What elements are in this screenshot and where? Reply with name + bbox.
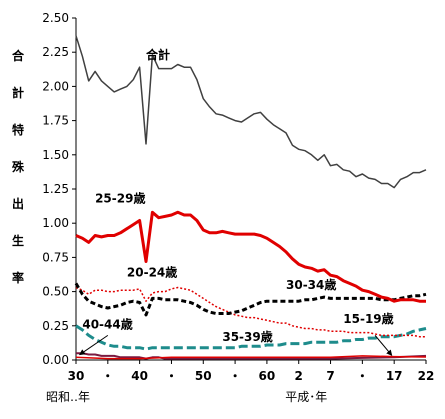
series-line-25-29 (75, 210, 426, 303)
annotation-arrow (374, 335, 393, 356)
y-tick-label: 2.00 (42, 79, 69, 93)
series-line-15-19 (75, 355, 427, 360)
y-tick-label: 1.75 (42, 114, 69, 128)
series-label: 25-29歳 (95, 191, 145, 206)
series-line-30-34 (74, 282, 427, 317)
x-tick-label: 2 (295, 369, 303, 383)
series-label: 20-24歳 (127, 265, 177, 280)
axes: 0.00 0.25 0.50 0.75 1.00 1.25 1.50 1.75 2.00 2.25… (42, 11, 434, 404)
series-label: 合計 (146, 47, 170, 62)
y-tick-label: 1.50 (42, 148, 69, 162)
x-tick-label: 17 (386, 369, 403, 383)
y-tick-label: 2.50 (42, 11, 69, 25)
y-axis-label-char: 計 (12, 85, 24, 100)
series-label: 15-19歳 (343, 311, 393, 326)
x-tick-label: 7 (326, 369, 334, 383)
y-axis-label-char: 特 (12, 122, 24, 137)
series-label: 35-39歳 (222, 329, 272, 344)
y-tick-label: 0.50 (42, 285, 69, 299)
x-tick-label: 50 (195, 369, 212, 383)
x-tick-label: ・ (102, 369, 114, 383)
x-tick-label: 40 (131, 369, 148, 383)
series-label: 40-44歳 (82, 317, 132, 332)
y-tick-label: 1.00 (42, 216, 69, 230)
y-tick-label: 0.75 (42, 250, 69, 264)
era-label-heisei: 平成･年 (285, 390, 327, 404)
x-tick-label: 30 (68, 369, 85, 383)
series-annotations: 合計 25-29歳 20-24歳 30-34歳 35-39歳 40-44歳 15-19歳 (78, 47, 394, 356)
y-tick-label: 1.25 (42, 182, 69, 196)
series-label: 30-34歳 (286, 277, 336, 292)
era-label-showa: 昭和‥年 (46, 390, 90, 404)
series-lines (74, 35, 427, 360)
y-tick-label: 0.00 (42, 353, 69, 367)
y-axis-label-char: 出 (12, 196, 24, 211)
x-tick-label: ・ (356, 369, 368, 383)
y-axis-label-char: 生 (12, 233, 24, 248)
x-tick-label: 60 (259, 369, 276, 383)
x-tick-label: ・ (165, 369, 177, 383)
series-line-20-24 (75, 286, 426, 338)
y-axis-label-char: 合 (12, 48, 25, 63)
series-line-total (75, 35, 427, 189)
x-tick-label: ・ (229, 369, 241, 383)
y-tick-label: 0.25 (42, 319, 69, 333)
y-axis-label-char: 殊 (11, 159, 25, 174)
annotation-arrow (78, 334, 109, 356)
x-tick-label: 22 (418, 369, 435, 383)
y-axis-label-char: 率 (12, 270, 24, 285)
y-tick-label: 2.25 (42, 45, 69, 59)
